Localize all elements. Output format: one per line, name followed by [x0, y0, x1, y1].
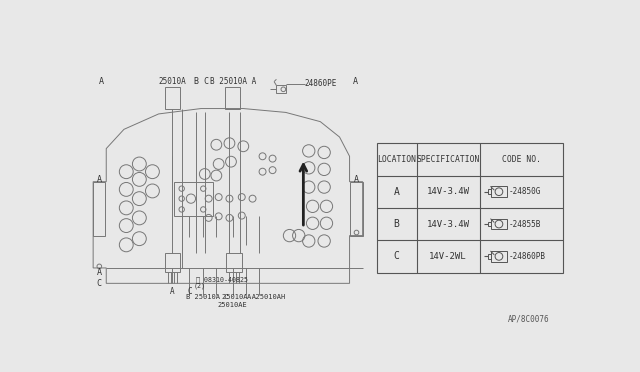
Bar — [350, 182, 363, 235]
Text: B 25010A C: B 25010A C — [186, 294, 228, 300]
Bar — [174, 182, 212, 217]
Bar — [488, 189, 492, 194]
Text: A: A — [170, 286, 175, 295]
Bar — [276, 86, 285, 93]
Text: A: A — [99, 77, 103, 86]
Bar — [492, 219, 507, 230]
Text: CODE NO.: CODE NO. — [502, 155, 541, 164]
Text: A: A — [354, 175, 359, 184]
Text: C: C — [394, 251, 399, 262]
Text: B: B — [193, 77, 198, 86]
Text: AP/8C0076: AP/8C0076 — [508, 314, 549, 323]
Text: 25010AE: 25010AE — [218, 302, 248, 308]
Text: (2): (2) — [193, 282, 205, 289]
Bar — [164, 253, 180, 272]
Text: A: A — [394, 187, 399, 197]
Text: A: A — [353, 77, 358, 86]
Bar — [376, 143, 563, 273]
Text: 14V-3.4W: 14V-3.4W — [427, 219, 470, 228]
Text: C: C — [97, 279, 102, 288]
Text: Ⓢ 08310-40825: Ⓢ 08310-40825 — [196, 276, 248, 283]
Bar — [225, 87, 240, 109]
Bar — [488, 222, 492, 226]
Text: A: A — [97, 268, 102, 277]
Text: 25010A: 25010A — [159, 77, 186, 86]
Text: 24860PE: 24860PE — [304, 79, 337, 89]
Bar — [492, 251, 507, 262]
Text: LOCATION: LOCATION — [377, 155, 416, 164]
Text: B: B — [394, 219, 399, 229]
Text: B 25010A A: B 25010A A — [210, 77, 257, 86]
Bar — [227, 253, 242, 272]
Bar — [488, 254, 492, 259]
Text: C: C — [187, 286, 192, 295]
Text: 14V-3.4W: 14V-3.4W — [427, 187, 470, 196]
Text: 25010A A: 25010A A — [223, 294, 257, 300]
Bar — [164, 87, 180, 109]
Text: -24855B: -24855B — [509, 219, 541, 228]
Text: SPECIFICATION: SPECIFICATION — [417, 155, 480, 164]
Text: 14V-2WL: 14V-2WL — [429, 252, 467, 261]
Text: A: A — [97, 175, 102, 184]
Text: -24850G: -24850G — [509, 187, 541, 196]
Bar — [492, 186, 507, 197]
Text: A 25010AH: A 25010AH — [247, 294, 285, 300]
Text: -24860PB: -24860PB — [509, 252, 546, 261]
Text: C: C — [204, 77, 209, 86]
Bar — [93, 182, 106, 235]
